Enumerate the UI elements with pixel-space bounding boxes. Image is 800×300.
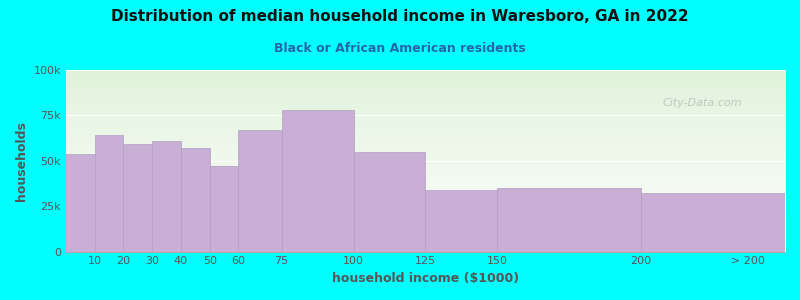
Bar xyxy=(498,188,641,252)
Bar xyxy=(282,110,354,252)
Bar xyxy=(94,135,123,252)
Bar xyxy=(210,166,238,252)
Bar xyxy=(426,190,498,252)
Text: Distribution of median household income in Waresboro, GA in 2022: Distribution of median household income … xyxy=(111,9,689,24)
X-axis label: household income ($1000): household income ($1000) xyxy=(332,272,519,285)
Bar xyxy=(238,130,282,252)
Y-axis label: households: households xyxy=(15,121,28,201)
Bar xyxy=(641,194,785,252)
Bar xyxy=(354,152,426,252)
Bar xyxy=(123,144,152,252)
Bar xyxy=(181,148,210,252)
Text: City-Data.com: City-Data.com xyxy=(662,98,742,108)
Bar xyxy=(66,154,94,252)
Text: Black or African American residents: Black or African American residents xyxy=(274,42,526,55)
Bar xyxy=(152,141,181,252)
